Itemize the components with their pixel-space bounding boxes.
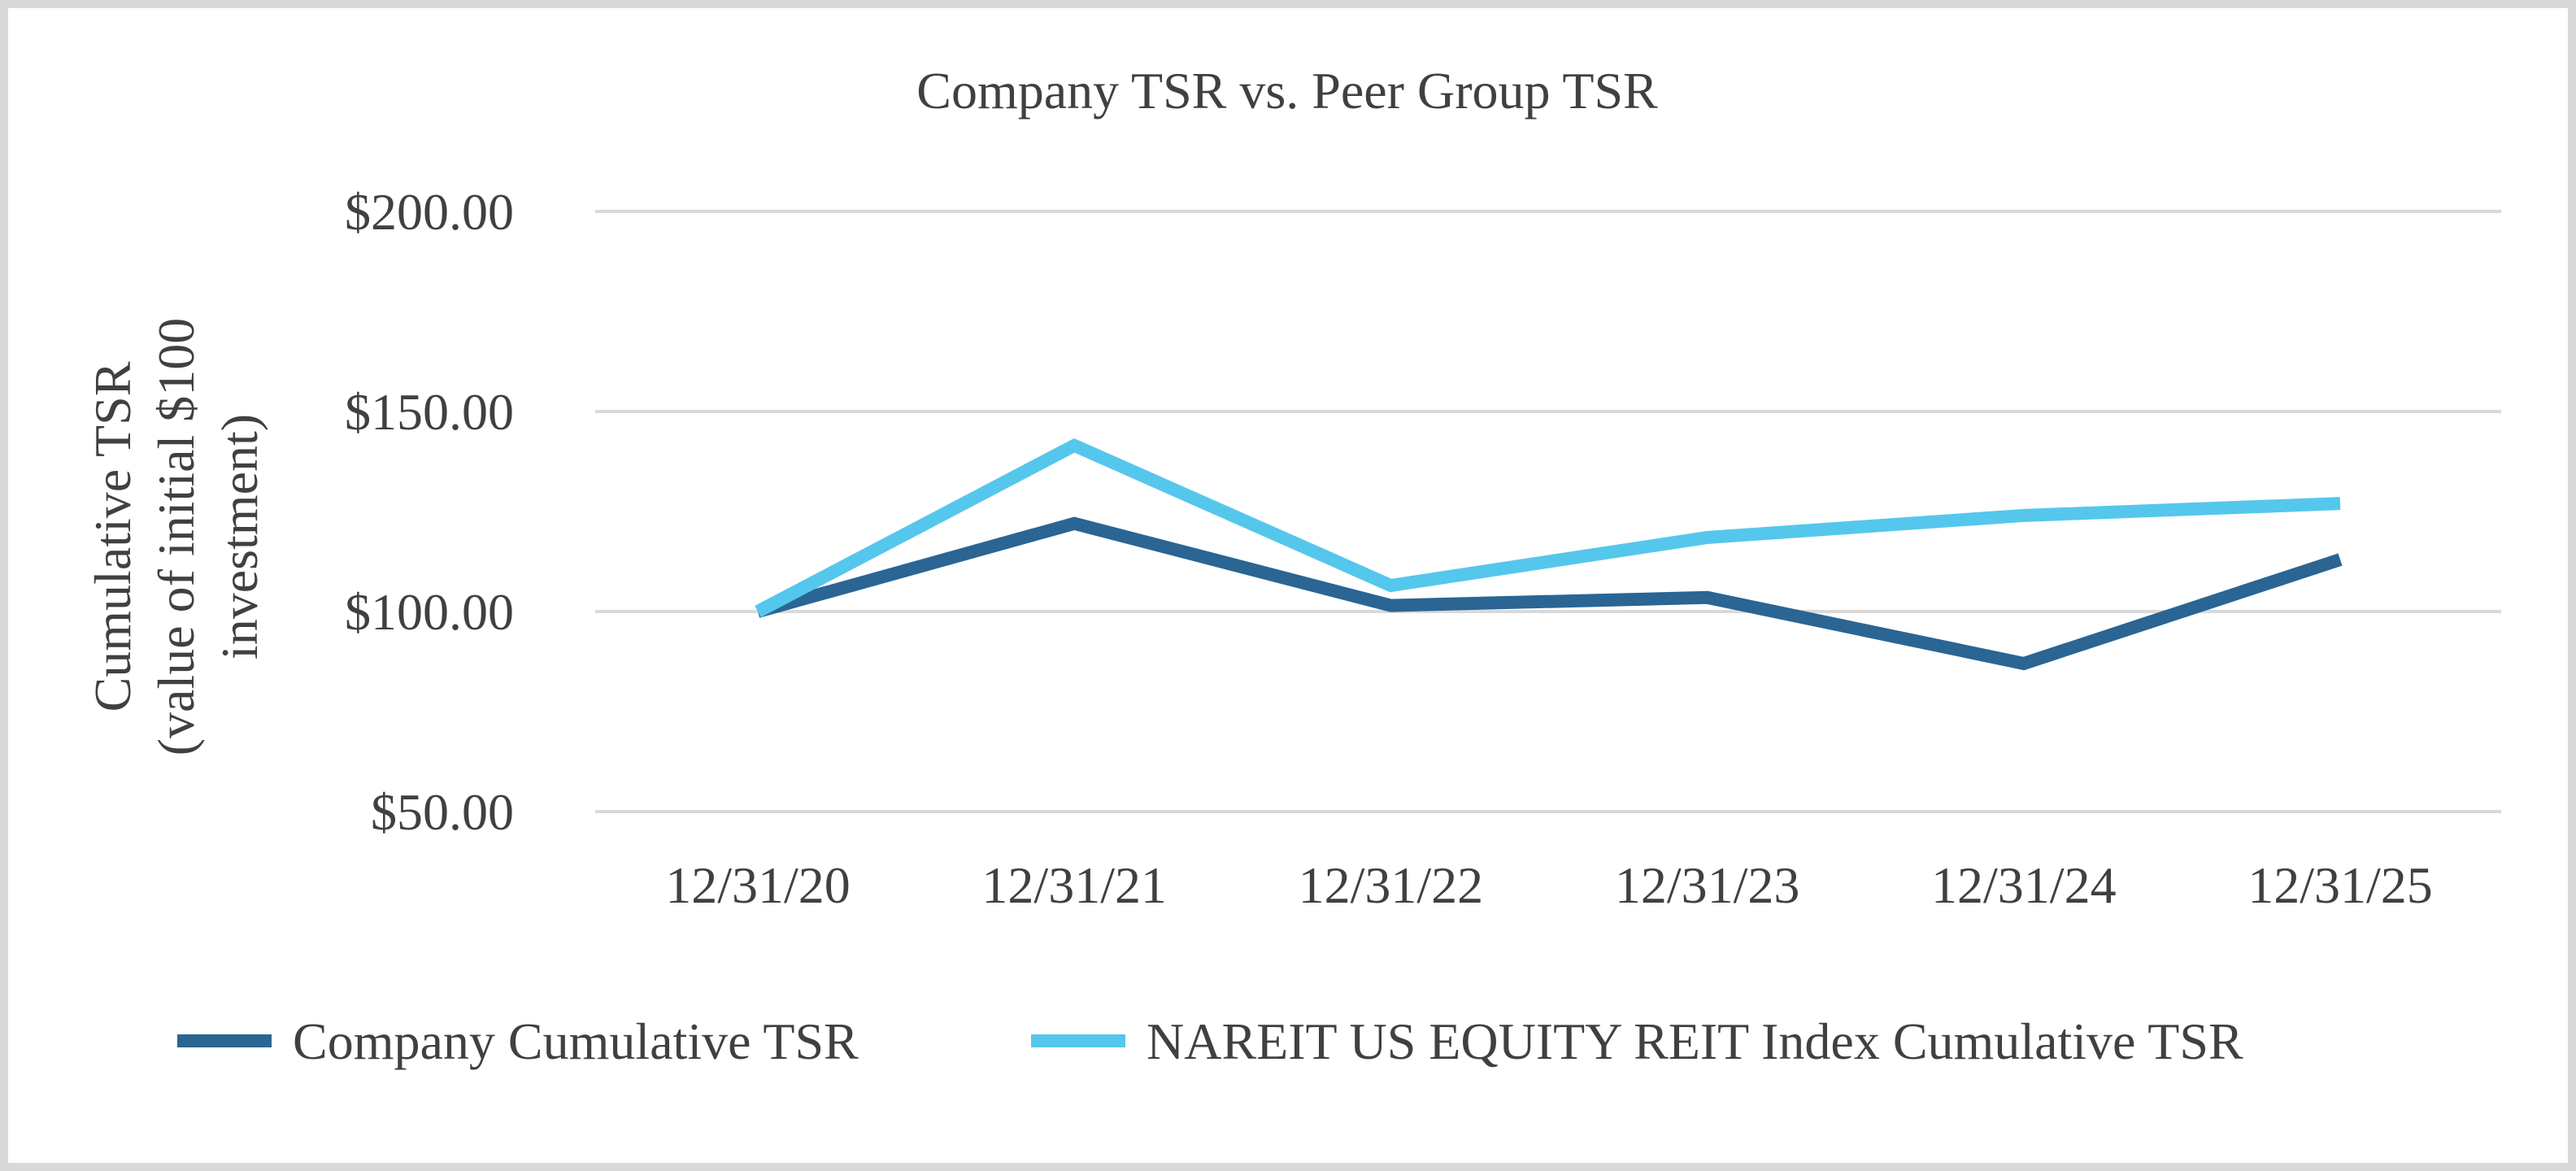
- x-tick-label: 12/31/24: [1931, 856, 2117, 914]
- legend-label-2: NAREIT US EQUITY REIT Index Cumulative T…: [1147, 1012, 2243, 1070]
- series-line-2: [755, 437, 2341, 618]
- y-tick-labels: $50.00 $100.00 $150.00 $200.00: [345, 183, 514, 841]
- chart-title: Company TSR vs. Peer Group TSR: [916, 62, 1658, 120]
- x-tick-labels: 12/31/20 12/31/21 12/31/22 12/31/23 12/31/24…: [665, 856, 2433, 914]
- x-tick-label: 12/31/22: [1299, 856, 1484, 914]
- x-tick-label: 12/31/20: [665, 856, 851, 914]
- y-tick-label: $200.00: [345, 183, 514, 241]
- x-tick-label: 12/31/25: [2247, 856, 2433, 914]
- legend-label-1: Company Cumulative TSR: [293, 1012, 859, 1070]
- y-tick-label: $50.00: [371, 783, 514, 841]
- y-axis-label-line-2: (value of initial $100: [147, 318, 205, 756]
- y-axis-label-line-3: investment): [211, 414, 268, 660]
- series-lines: [755, 437, 2343, 671]
- series-line-1: [755, 516, 2343, 671]
- y-tick-label: $150.00: [345, 383, 514, 441]
- y-axis-label: Cumulative TSR (value of initial $100 in…: [84, 318, 268, 756]
- legend: Company Cumulative TSR NAREIT US EQUITY R…: [177, 1012, 2243, 1070]
- y-tick-label: $100.00: [345, 583, 514, 641]
- x-tick-label: 12/31/23: [1615, 856, 1800, 914]
- x-tick-label: 12/31/21: [981, 856, 1167, 914]
- y-axis-label-line-1: Cumulative TSR: [84, 361, 141, 712]
